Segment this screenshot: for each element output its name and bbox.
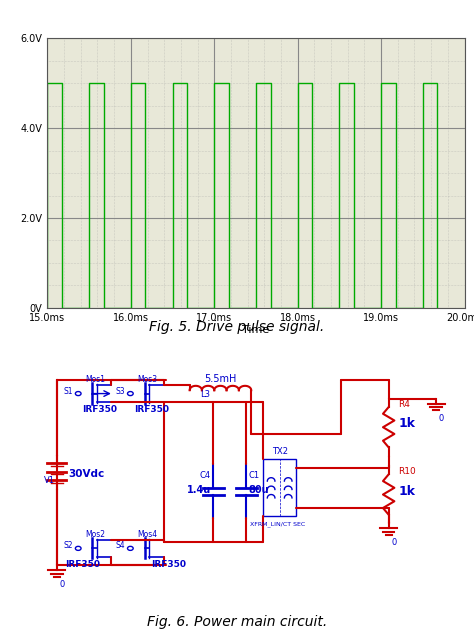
Text: Fig. 6. Power main circuit.: Fig. 6. Power main circuit. <box>147 615 327 629</box>
Text: 1.4u: 1.4u <box>187 485 211 495</box>
Text: 80u: 80u <box>249 485 270 495</box>
Text: 1k: 1k <box>398 417 415 430</box>
Text: C4: C4 <box>200 470 211 479</box>
Text: R10: R10 <box>398 467 416 476</box>
Text: 0: 0 <box>391 538 396 547</box>
Text: S3: S3 <box>116 387 126 395</box>
Text: V1: V1 <box>44 476 55 485</box>
Text: Mos1: Mos1 <box>85 375 105 384</box>
Text: IRF350: IRF350 <box>151 560 186 569</box>
Text: XFRM_LIN/CT SEC: XFRM_LIN/CT SEC <box>250 521 305 526</box>
X-axis label: Time: Time <box>242 326 270 335</box>
Text: S1: S1 <box>64 387 73 395</box>
Text: L3: L3 <box>200 390 210 399</box>
Text: Fig. 5. Drive pulse signal.: Fig. 5. Drive pulse signal. <box>149 320 325 335</box>
Text: IRF350: IRF350 <box>134 405 169 414</box>
Text: C1: C1 <box>249 470 260 479</box>
Text: S4: S4 <box>116 542 126 551</box>
Text: 0: 0 <box>438 414 444 423</box>
Text: Mos3: Mos3 <box>137 375 157 384</box>
Text: 1k: 1k <box>398 485 415 497</box>
Text: TX2: TX2 <box>272 447 288 456</box>
Text: 30Vdc: 30Vdc <box>69 469 105 479</box>
Text: 5.5mH: 5.5mH <box>204 374 237 384</box>
Text: IRF350: IRF350 <box>65 560 100 569</box>
Text: 0: 0 <box>59 580 64 589</box>
Text: IRF350: IRF350 <box>82 405 117 414</box>
Text: Mos4: Mos4 <box>137 529 157 538</box>
Text: R4: R4 <box>398 400 410 409</box>
FancyBboxPatch shape <box>263 459 296 517</box>
Text: S2: S2 <box>64 542 73 551</box>
Text: Mos2: Mos2 <box>85 529 105 538</box>
